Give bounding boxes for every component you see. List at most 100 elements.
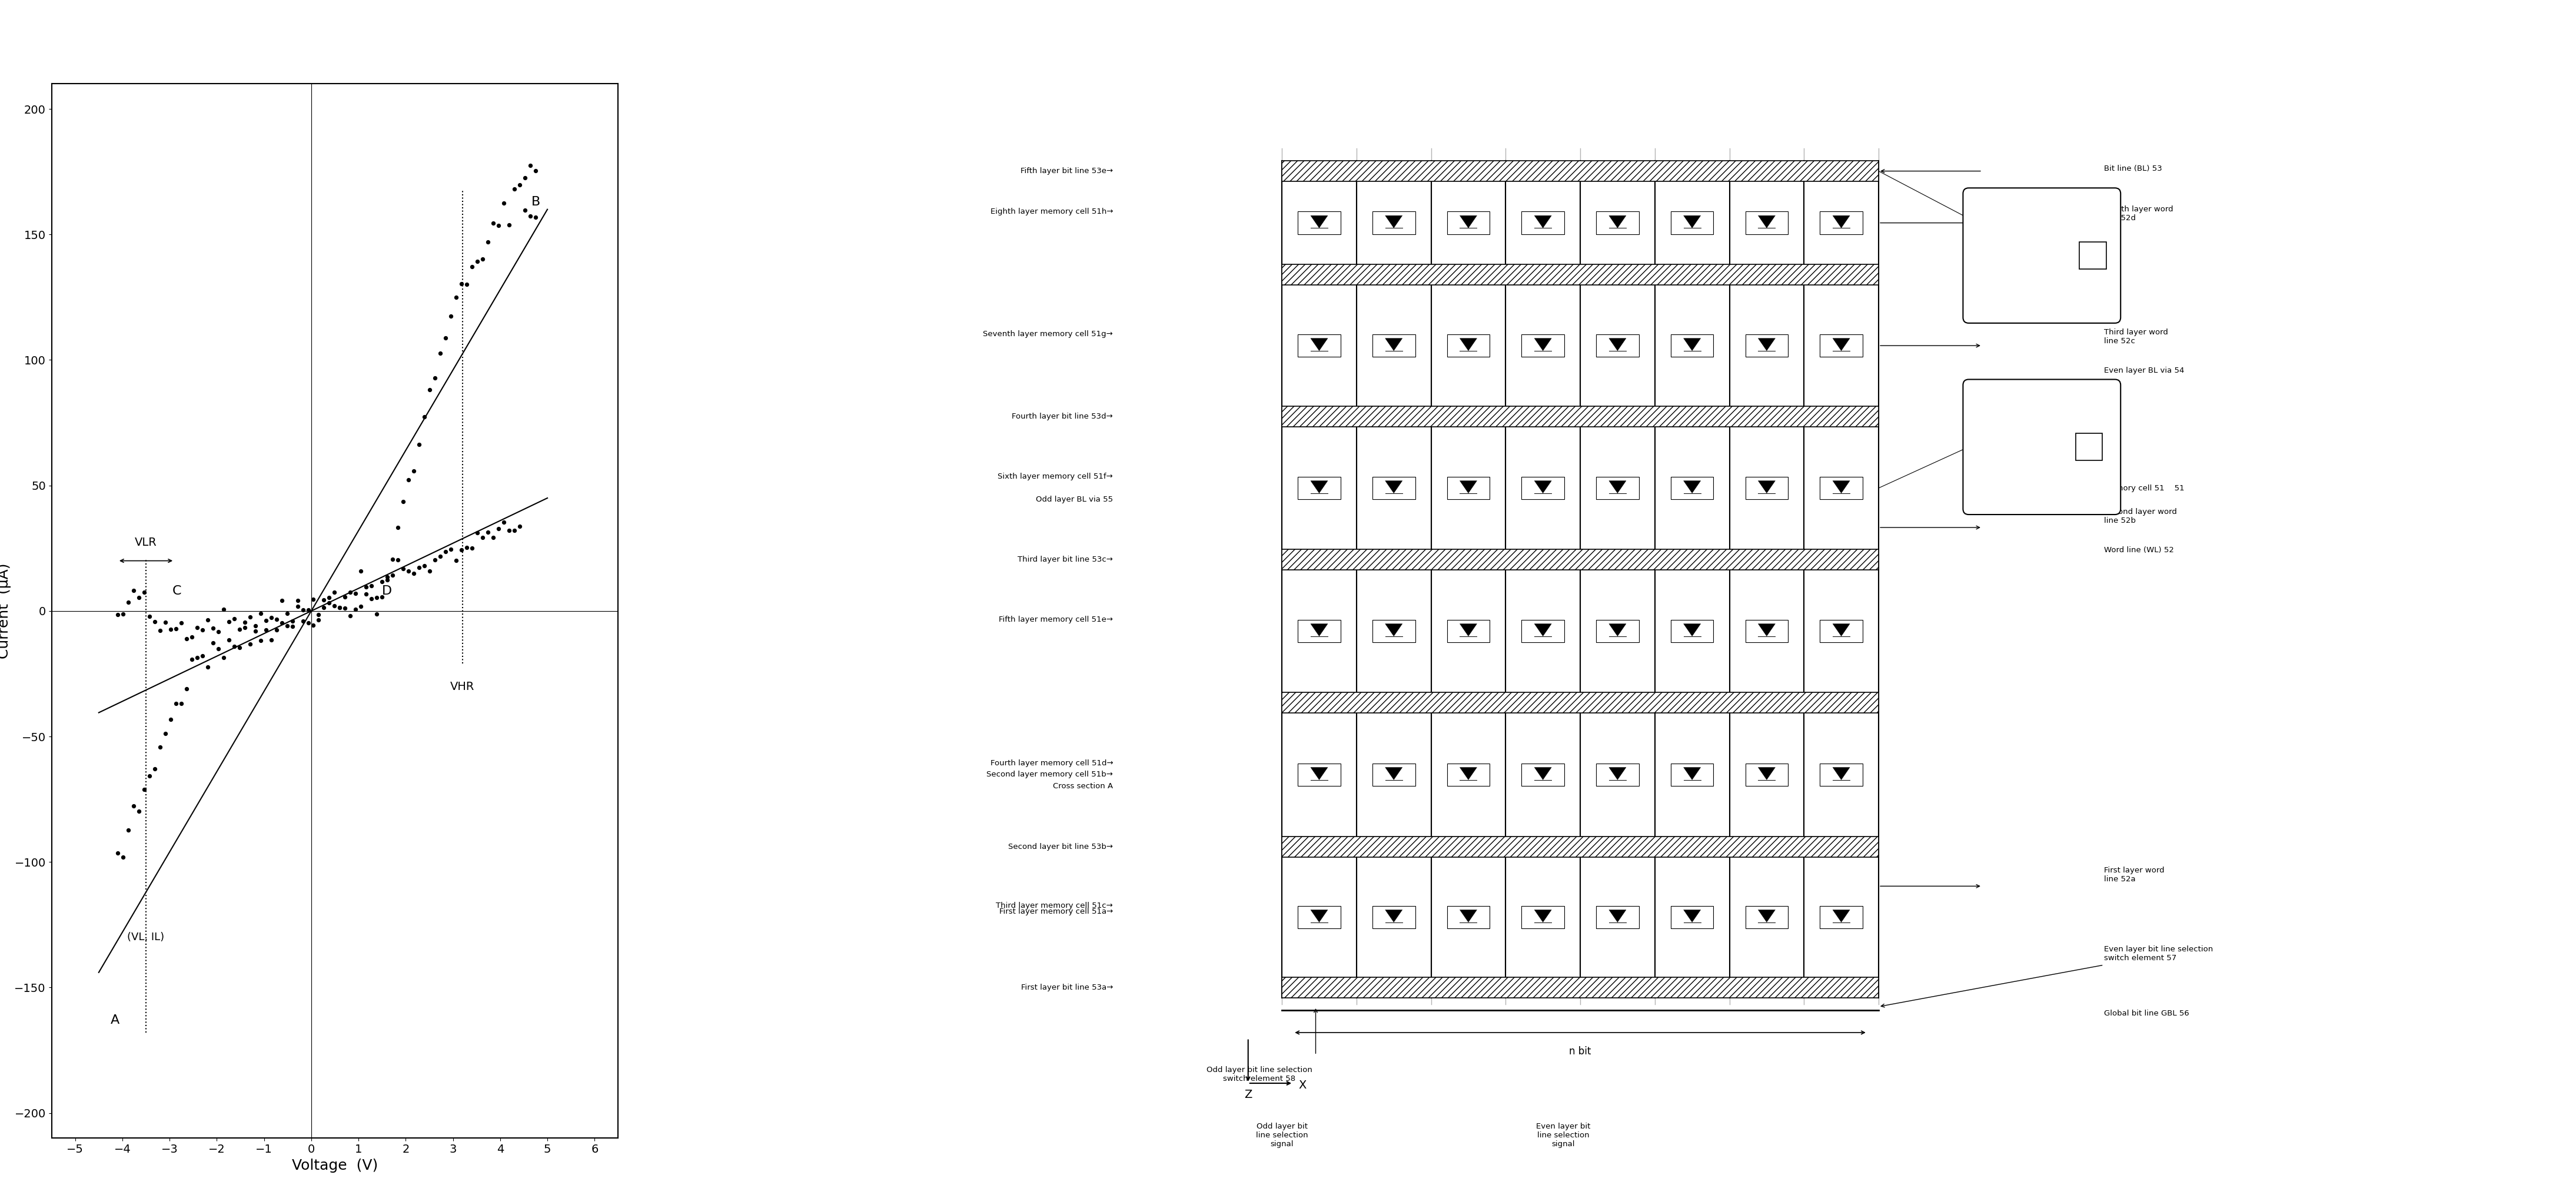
Text: Even layer BL via 54: Even layer BL via 54 bbox=[2105, 367, 2184, 374]
Bar bbox=[1283, 550, 1878, 570]
Polygon shape bbox=[1535, 216, 1551, 228]
Point bbox=[366, 570, 407, 589]
Bar bbox=[1283, 161, 1878, 181]
Text: Fourth layer bit line 53d→: Fourth layer bit line 53d→ bbox=[1012, 413, 1113, 420]
Text: B: B bbox=[531, 196, 541, 207]
Point bbox=[399, 435, 440, 454]
Point bbox=[103, 847, 144, 866]
Polygon shape bbox=[2007, 240, 2032, 265]
Bar bbox=[1522, 763, 1564, 786]
Point bbox=[134, 612, 175, 631]
Point bbox=[319, 598, 361, 617]
Point bbox=[103, 604, 144, 623]
Bar bbox=[1522, 334, 1564, 357]
Text: Second layer memory cell 51b→: Second layer memory cell 51b→ bbox=[987, 770, 1113, 779]
Polygon shape bbox=[1461, 216, 1476, 228]
Point bbox=[461, 528, 502, 547]
Point bbox=[420, 344, 461, 363]
Point bbox=[149, 619, 191, 639]
Polygon shape bbox=[1311, 624, 1327, 636]
Point bbox=[340, 562, 381, 581]
Point bbox=[209, 612, 250, 631]
Point bbox=[430, 307, 471, 326]
Point bbox=[155, 619, 196, 639]
Polygon shape bbox=[1832, 480, 1850, 494]
Point bbox=[304, 591, 345, 610]
Point bbox=[193, 634, 234, 653]
Bar bbox=[1373, 763, 1414, 786]
Polygon shape bbox=[1535, 624, 1551, 636]
Point bbox=[325, 587, 366, 606]
Point bbox=[175, 648, 216, 667]
Polygon shape bbox=[1386, 624, 1401, 636]
Text: Even layer bit
line selection
signal: Even layer bit line selection signal bbox=[1535, 1123, 1589, 1148]
Point bbox=[389, 561, 430, 580]
Polygon shape bbox=[2007, 431, 2032, 456]
Point bbox=[430, 540, 471, 559]
Point bbox=[404, 407, 446, 426]
Text: =: = bbox=[2050, 441, 2061, 453]
Point bbox=[500, 175, 541, 194]
Point bbox=[188, 658, 229, 677]
Point bbox=[204, 648, 245, 667]
Text: Z: Z bbox=[1244, 1089, 1252, 1100]
Bar bbox=[1373, 477, 1414, 500]
Point bbox=[379, 518, 420, 537]
Point bbox=[440, 274, 482, 294]
Point bbox=[224, 612, 265, 631]
Bar bbox=[1819, 477, 1862, 500]
Point bbox=[294, 616, 335, 635]
Bar bbox=[1448, 477, 1489, 500]
Polygon shape bbox=[1610, 480, 1625, 494]
Polygon shape bbox=[1685, 216, 1700, 228]
Point bbox=[446, 538, 487, 557]
Text: n bit: n bit bbox=[1569, 1046, 1592, 1057]
Point bbox=[384, 492, 425, 512]
Text: Global bit line GBL 56: Global bit line GBL 56 bbox=[2105, 1010, 2190, 1017]
Point bbox=[183, 621, 224, 640]
Bar bbox=[1522, 477, 1564, 500]
Point bbox=[98, 843, 139, 863]
Point bbox=[456, 252, 497, 271]
Bar bbox=[1672, 477, 1713, 500]
Point bbox=[371, 565, 412, 585]
Point bbox=[361, 571, 402, 591]
Point bbox=[234, 622, 276, 641]
Bar bbox=[1819, 763, 1862, 786]
Text: Odd layer BL via 55: Odd layer BL via 55 bbox=[1036, 496, 1113, 503]
Point bbox=[108, 593, 149, 612]
Point bbox=[505, 169, 546, 188]
Point bbox=[229, 607, 270, 627]
Point bbox=[451, 538, 492, 557]
Polygon shape bbox=[1311, 216, 1327, 228]
Bar bbox=[1448, 212, 1489, 234]
Text: Fourth layer memory cell 51d→: Fourth layer memory cell 51d→ bbox=[989, 760, 1113, 767]
Text: VLR: VLR bbox=[134, 537, 157, 549]
Bar bbox=[1298, 906, 1340, 928]
Polygon shape bbox=[1610, 624, 1625, 636]
Point bbox=[495, 180, 536, 199]
Point bbox=[129, 606, 170, 625]
Bar bbox=[1819, 334, 1862, 357]
Bar bbox=[1597, 619, 1638, 642]
Polygon shape bbox=[1535, 338, 1551, 351]
Point bbox=[219, 619, 260, 639]
Text: First layer word
line 52a: First layer word line 52a bbox=[2105, 866, 2164, 883]
Polygon shape bbox=[1685, 480, 1700, 494]
Text: Third layer bit line 53c→: Third layer bit line 53c→ bbox=[1018, 556, 1113, 563]
Polygon shape bbox=[1759, 624, 1775, 636]
Point bbox=[394, 461, 435, 480]
Polygon shape bbox=[1832, 216, 1850, 228]
Point bbox=[118, 588, 160, 607]
Bar bbox=[1373, 619, 1414, 642]
Point bbox=[325, 598, 366, 617]
Point bbox=[260, 613, 301, 633]
Point bbox=[379, 550, 420, 569]
Point bbox=[234, 616, 276, 635]
Point bbox=[198, 640, 240, 659]
Point bbox=[255, 610, 296, 629]
Point bbox=[451, 258, 492, 277]
Text: C: C bbox=[173, 585, 180, 597]
Point bbox=[129, 767, 170, 786]
Bar bbox=[2076, 434, 2102, 460]
